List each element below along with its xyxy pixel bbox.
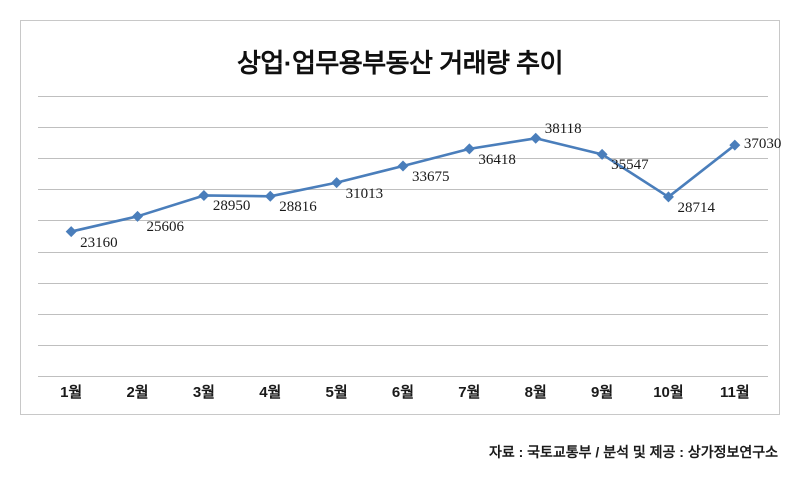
data-label: 23160: [80, 234, 118, 251]
category-label-7: 7월: [458, 384, 481, 401]
data-point-marker: [264, 190, 276, 202]
data-point-marker: [397, 160, 409, 172]
plot-area: [38, 96, 768, 377]
data-label: 25606: [146, 219, 185, 236]
data-point-marker: [65, 226, 77, 238]
chart-frame: 상업·업무용부동산 거래량 추이 23160 25606 28950 28816 310…: [20, 20, 782, 415]
source-note: 자료 : 국토교통부 / 분석 및 제공 : 상가정보연구소: [488, 444, 778, 460]
data-point-marker: [463, 143, 475, 155]
category-label-10: 10월: [653, 384, 684, 401]
data-point-marker: [596, 148, 608, 160]
gridline: [38, 96, 768, 97]
data-label: 28714: [677, 199, 715, 216]
category-label-11: 11월: [719, 384, 750, 401]
gridline: [38, 127, 768, 129]
data-point-marker: [662, 191, 674, 203]
series-line: [70, 136, 736, 233]
data-point-marker: [198, 189, 210, 201]
gridline: [38, 251, 768, 253]
category-label-3: 3월: [192, 384, 215, 401]
gridline: [38, 313, 768, 315]
category-label-6: 6월: [391, 384, 415, 401]
gridline: [38, 189, 768, 191]
category-label-2: 2월: [126, 384, 149, 401]
category-label-5: 5월: [325, 384, 348, 401]
data-label: 38118: [544, 121, 582, 138]
data-label: 33675: [412, 169, 450, 185]
data-label: 36418: [478, 151, 516, 168]
gridline: [38, 220, 768, 222]
data-label: 28816: [279, 199, 317, 216]
category-axis: 1월 2월 3월 4월 5월 6월 7월 8월 9월 10월 11월: [38, 381, 768, 411]
data-point-marker: [530, 132, 542, 144]
gridlines: [38, 96, 768, 377]
line-series: [65, 132, 741, 238]
data-label: 28950: [212, 198, 251, 215]
data-label: 35547: [611, 157, 649, 174]
category-label-1: 1월: [60, 384, 83, 401]
gridline: [38, 376, 768, 377]
chart-title: 상업·업무용부동산 거래량 추이: [236, 48, 564, 78]
data-point-marker: [729, 139, 741, 151]
data-point-marker: [132, 210, 144, 222]
data-label: 31013: [345, 185, 384, 202]
data-point-marker: [331, 177, 343, 189]
data-label: 37030: [743, 136, 782, 153]
category-label-8: 8월: [524, 384, 547, 401]
gridline: [38, 282, 768, 284]
category-label-4: 4월: [259, 384, 282, 401]
gridline: [38, 344, 768, 346]
gridline: [38, 158, 768, 160]
category-label-9: 9월: [591, 384, 614, 401]
